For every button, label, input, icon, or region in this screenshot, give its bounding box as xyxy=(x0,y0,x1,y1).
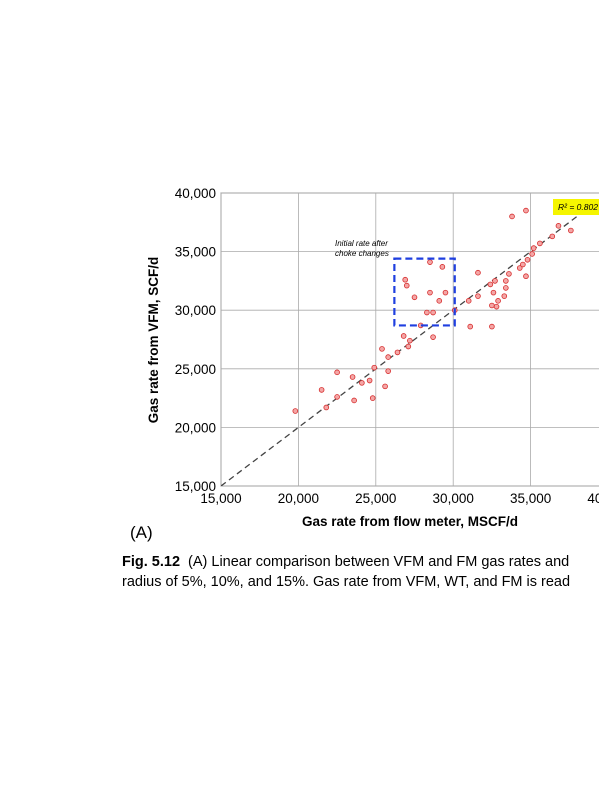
r2-box xyxy=(553,199,599,215)
point xyxy=(524,257,531,263)
point xyxy=(430,309,436,316)
point xyxy=(402,276,409,283)
x-tick-label: 30,000 xyxy=(433,491,474,506)
point xyxy=(492,278,498,284)
x-tick-label: 35,000 xyxy=(510,491,551,506)
point xyxy=(292,408,299,414)
point xyxy=(475,293,481,299)
point xyxy=(487,281,494,288)
point xyxy=(555,223,562,229)
point xyxy=(424,309,430,316)
annotation: choke changes xyxy=(335,249,389,258)
highlight-box xyxy=(393,257,456,327)
point xyxy=(529,251,535,257)
point xyxy=(382,383,388,390)
point xyxy=(369,395,376,401)
point xyxy=(405,343,412,350)
point xyxy=(427,259,433,265)
point xyxy=(366,377,373,384)
point xyxy=(403,282,410,289)
caption-text: (A) Linear comparison between VFM and FM… xyxy=(188,554,569,570)
point xyxy=(520,261,526,268)
point xyxy=(318,387,325,393)
point xyxy=(549,233,556,240)
point xyxy=(489,302,495,309)
point xyxy=(323,404,330,411)
r2-label: R² = 0.802 xyxy=(558,202,598,212)
y-axis-title: Gas rate from VFM, SCF/d xyxy=(146,257,161,424)
point xyxy=(394,349,401,356)
plot-content xyxy=(221,198,599,486)
point xyxy=(385,368,391,374)
point xyxy=(493,303,500,310)
point xyxy=(509,213,515,220)
point xyxy=(516,265,523,271)
y-tick-label: 40,000 xyxy=(175,186,216,201)
point xyxy=(430,334,436,340)
point xyxy=(568,227,574,234)
x-tick-label: 20,000 xyxy=(278,491,319,506)
x-axis-title: Gas rate from flow meter, MSCF/d xyxy=(302,514,518,529)
point xyxy=(349,374,356,380)
point xyxy=(411,294,418,301)
caption-text: radius of 5%, 10%, and 15%. Gas rate fro… xyxy=(122,574,570,590)
x-tick-label: 25,000 xyxy=(355,491,396,506)
point xyxy=(465,298,472,304)
point xyxy=(503,278,509,284)
annotation: Initial rate after xyxy=(335,239,388,248)
x-tick-label: 40,000 xyxy=(587,491,599,506)
point xyxy=(475,269,481,276)
point xyxy=(379,346,385,352)
point xyxy=(501,293,508,299)
point xyxy=(503,285,509,291)
caption-line: Fig. 5.12 (A) Linear comparison between V… xyxy=(122,554,569,570)
point xyxy=(359,380,365,386)
point xyxy=(523,273,529,280)
point xyxy=(371,364,378,371)
point xyxy=(407,337,413,344)
panel-label: (A) xyxy=(130,523,153,542)
point xyxy=(489,323,495,330)
y-tick-label: 15,000 xyxy=(175,479,216,494)
point xyxy=(351,397,357,404)
y-tick-label: 25,000 xyxy=(175,362,216,377)
point xyxy=(334,394,340,400)
point xyxy=(495,298,501,304)
x-tick-label: 15,000 xyxy=(200,491,241,506)
y-tick-label: 20,000 xyxy=(175,420,216,435)
point xyxy=(530,245,537,251)
point xyxy=(467,323,474,330)
y-tick-label: 30,000 xyxy=(175,303,216,318)
point xyxy=(439,264,446,270)
point xyxy=(490,289,497,296)
point xyxy=(334,369,340,376)
y-tick-label: 35,000 xyxy=(175,245,216,260)
caption-label: Fig. 5.12 xyxy=(122,554,180,570)
point xyxy=(506,271,512,277)
trend-line xyxy=(221,198,599,486)
point xyxy=(537,240,543,247)
point xyxy=(523,207,529,214)
point xyxy=(442,289,449,296)
point xyxy=(436,298,443,304)
point xyxy=(427,289,433,296)
point xyxy=(385,354,391,360)
point xyxy=(400,333,407,339)
